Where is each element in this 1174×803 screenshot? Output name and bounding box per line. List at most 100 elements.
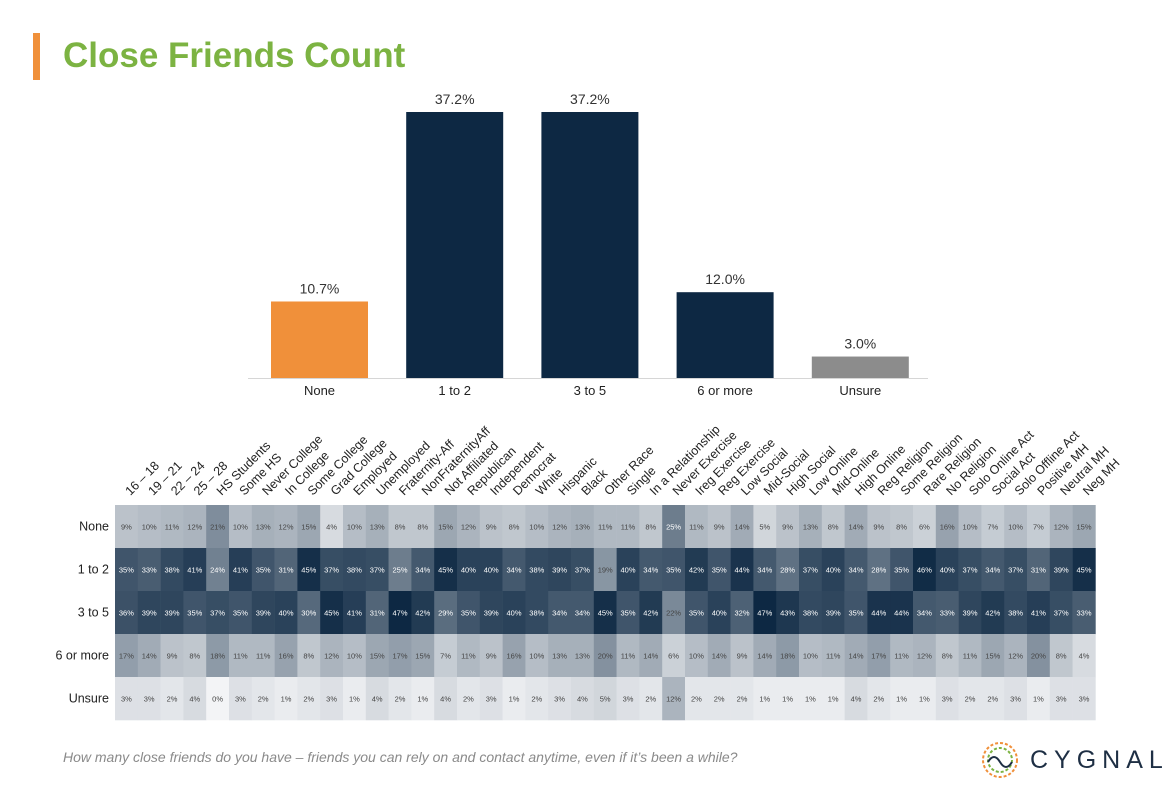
heatmap-cell-value: 43%: [780, 609, 795, 618]
heatmap-cell: [730, 634, 754, 678]
heatmap-row-label: 1 to 2: [78, 563, 109, 577]
heatmap-cell-value: 11%: [689, 523, 704, 532]
heatmap-cell-value: 35%: [233, 609, 248, 618]
heatmap-cell: [411, 505, 435, 549]
heatmap-cell-value: 15%: [301, 523, 316, 532]
heatmap-cell: [1027, 591, 1051, 635]
heatmap-cell: [958, 677, 982, 721]
heatmap-cell: [229, 548, 253, 592]
heatmap-cell: [1027, 505, 1051, 549]
heatmap-cell-value: 16%: [940, 523, 955, 532]
heatmap-cell-value: 1%: [417, 695, 428, 704]
heatmap-cell: [1049, 677, 1073, 721]
heatmap-cell: [639, 505, 663, 549]
heatmap-cell-value: 41%: [233, 566, 248, 575]
heatmap-cell-value: 37%: [575, 566, 590, 575]
heatmap-cell-value: 1%: [896, 695, 907, 704]
heatmap-cell-value: 4%: [851, 695, 862, 704]
heatmap-cell: [183, 591, 207, 635]
heatmap-cell-value: 9%: [737, 652, 748, 661]
heatmap-cell-value: 2%: [965, 695, 976, 704]
heatmap-cell: [434, 677, 458, 721]
heatmap-cell-value: 40%: [484, 566, 499, 575]
heatmap-cell-value: 2%: [395, 695, 406, 704]
heatmap-cell: [935, 548, 959, 592]
bar-data-label: 37.2%: [570, 91, 610, 107]
heatmap-cell: [160, 548, 184, 592]
heatmap-cell: [913, 505, 937, 549]
heatmap-cell: [981, 634, 1005, 678]
heatmap-cell: [571, 505, 595, 549]
heatmap-cell-value: 14%: [712, 652, 727, 661]
heatmap-cell: [137, 505, 161, 549]
heatmap-cell: [799, 634, 823, 678]
heatmap-cell: [525, 548, 549, 592]
heatmap-cell: [411, 677, 435, 721]
heatmap-cell: [1004, 548, 1028, 592]
heatmap-cell-value: 6%: [668, 652, 679, 661]
heatmap-cell-value: 13%: [256, 523, 271, 532]
heatmap-cell-value: 34%: [643, 566, 658, 575]
heatmap-cell-value: 15%: [415, 652, 430, 661]
heatmap-cell-value: 1%: [509, 695, 520, 704]
heatmap-cell: [1004, 677, 1028, 721]
heatmap-cell-value: 13%: [552, 652, 567, 661]
heatmap-cell-value: 9%: [873, 523, 884, 532]
heatmap-cell-value: 40%: [940, 566, 955, 575]
heatmap-cell: [343, 548, 367, 592]
heatmap-cell-value: 34%: [506, 566, 521, 575]
heatmap-cell: [685, 634, 709, 678]
heatmap-cell: [662, 548, 686, 592]
heatmap-cell: [434, 548, 458, 592]
heatmap-cell: [776, 591, 800, 635]
heatmap-cell-value: 39%: [142, 609, 157, 618]
heatmap-cell: [548, 677, 572, 721]
heatmap-cell: [525, 505, 549, 549]
heatmap-cell: [479, 677, 503, 721]
heatmap-cell-value: 24%: [210, 566, 225, 575]
heatmap-cell-value: 3%: [144, 695, 155, 704]
heatmap-cell-value: 45%: [1076, 566, 1091, 575]
heatmap-cell-value: 4%: [440, 695, 451, 704]
heatmap-cell: [502, 677, 526, 721]
heatmap-cell-value: 47%: [392, 609, 407, 618]
heatmap-cell: [753, 634, 777, 678]
heatmap-cell-value: 12%: [917, 652, 932, 661]
heatmap-cell: [867, 634, 891, 678]
heatmap-cell-value: 42%: [643, 609, 658, 618]
heatmap-cell-value: 33%: [1076, 609, 1091, 618]
heatmap-cell: [343, 505, 367, 549]
heatmap-cell-value: 4%: [577, 695, 588, 704]
cygnal-logo-icon: [982, 742, 1018, 778]
heatmap-cell-value: 21%: [210, 523, 225, 532]
heatmap-cell-value: 14%: [643, 652, 658, 661]
heatmap-cell: [365, 505, 389, 549]
heatmap-cell: [707, 505, 731, 549]
heatmap-cell: [593, 591, 617, 635]
heatmap-cell: [548, 591, 572, 635]
heatmap-cell: [457, 591, 481, 635]
heatmap-cell: [343, 634, 367, 678]
heatmap-cell: [685, 591, 709, 635]
heatmap-cell-value: 14%: [848, 652, 863, 661]
heatmap-cell-value: 35%: [666, 566, 681, 575]
heatmap-cell-value: 11%: [963, 652, 978, 661]
heatmap-cell-value: 2%: [258, 695, 269, 704]
heatmap-cell-value: 3%: [554, 695, 565, 704]
heatmap-cell-value: 11%: [621, 523, 636, 532]
heatmap-row-label: None: [79, 520, 109, 534]
heatmap-cell-value: 10%: [142, 523, 157, 532]
heatmap-cell: [479, 634, 503, 678]
heatmap-cell-value: 9%: [121, 523, 132, 532]
heatmap-cell: [913, 591, 937, 635]
heatmap-cell-value: 1%: [805, 695, 816, 704]
heatmap-cell: [160, 677, 184, 721]
heatmap-cell: [388, 634, 412, 678]
heatmap-cell: [981, 677, 1005, 721]
heatmap-cell: [206, 505, 230, 549]
heatmap-cell-value: 2%: [691, 695, 702, 704]
heatmap-cell: [206, 591, 230, 635]
heatmap-cell: [890, 634, 914, 678]
bar-0: [271, 301, 368, 378]
